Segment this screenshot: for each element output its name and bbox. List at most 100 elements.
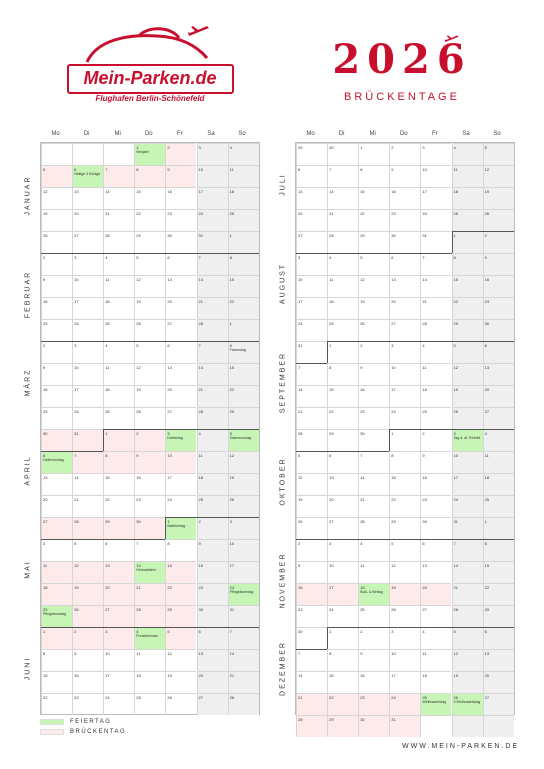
bridge-day-cell: 27 <box>41 517 73 539</box>
calendar-left: 1 Neujahr 2 3 4 5 6 Heilige 3 Könige 7 8 9 10 11 12 13… <box>40 142 260 715</box>
day-number: 27 <box>105 607 110 612</box>
day-cell: 16 <box>41 385 73 407</box>
day-cell: 15 <box>389 473 421 495</box>
weekday-fr: Fr <box>177 131 183 137</box>
day-number: 17 <box>453 475 458 480</box>
bridge-day-cell: 23 <box>358 693 390 715</box>
day-number: 11 <box>198 453 203 458</box>
day-cell: 27 <box>165 407 197 429</box>
day-number: 21 <box>360 497 365 502</box>
day-number: 18 <box>229 189 235 194</box>
day-number: 21 <box>198 299 203 304</box>
day-number: 29 <box>484 607 490 612</box>
day-cell: 29 <box>296 143 328 165</box>
day-cell: 3 <box>389 627 421 649</box>
day-number: 12 <box>360 277 365 282</box>
day-number: 11 <box>229 167 234 172</box>
month-label: SEPTEMBER <box>279 351 287 414</box>
day-cell: 28 <box>227 693 259 715</box>
day-cell: 6 <box>420 539 452 561</box>
day-number: 19 <box>391 585 396 590</box>
day-cell: 14 <box>196 275 228 297</box>
day-cell: 22 <box>451 297 483 319</box>
bridge-day-cell: 8 <box>134 165 166 187</box>
day-number: 8 <box>391 453 394 458</box>
day-number: 3 <box>391 343 394 348</box>
day-cell: 13 <box>296 187 328 209</box>
day-cell: 24 <box>327 605 359 627</box>
bridge-day-cell: 9 <box>165 165 197 187</box>
day-number: 17 <box>422 189 427 194</box>
day-number: 23 <box>422 497 427 502</box>
day-number: 19 <box>229 475 235 480</box>
month-separator <box>103 429 259 430</box>
weekday-so: So <box>238 131 246 137</box>
day-number: 10 <box>329 563 334 568</box>
day-cell: 25 <box>103 407 135 429</box>
day-cell <box>451 715 483 737</box>
day-cell: 16 <box>196 561 228 583</box>
day-cell: 10 <box>72 275 104 297</box>
day-number: 21 <box>453 585 458 590</box>
day-number: 28 <box>105 233 110 238</box>
day-cell: 13 <box>482 363 514 385</box>
day-cell: 22 <box>227 297 259 319</box>
day-cell: 11 <box>451 165 483 187</box>
day-cell: 21 <box>358 495 390 517</box>
day-number: 20 <box>43 497 48 502</box>
month-label: APRIL <box>24 455 32 486</box>
day-cell: 7 <box>196 253 228 275</box>
day-cell: 9 <box>196 539 228 561</box>
day-number: 3 <box>422 145 425 150</box>
day-number: 15 <box>329 387 334 392</box>
day-cell: 24 <box>420 209 452 231</box>
day-cell: 5 <box>296 451 328 473</box>
bridge-day-cell: 1 <box>103 429 135 451</box>
day-number: 21 <box>198 387 203 392</box>
day-cell: 13 <box>327 473 359 495</box>
day-number: 25 <box>422 695 427 700</box>
page-subtitle: BRÜCKENTAGE <box>344 91 460 103</box>
weekday-sa: Sa <box>207 131 215 137</box>
day-cell: 19 <box>451 385 483 407</box>
day-number: 14 <box>329 189 334 194</box>
day-cell: 13 <box>165 275 197 297</box>
day-number: 7 <box>329 167 332 172</box>
day-number: 29 <box>329 717 334 722</box>
day-cell: 23 <box>482 297 514 319</box>
day-cell: 28 <box>103 231 135 253</box>
day-number: 13 <box>74 189 79 194</box>
day-cell: 2 <box>296 539 328 561</box>
month-separator <box>451 231 453 253</box>
day-number: 6 <box>329 453 332 458</box>
month-label: MAI <box>24 560 32 579</box>
day-cell: 6 <box>482 627 514 649</box>
day-number: 19 <box>167 673 172 678</box>
day-cell: 17 <box>103 671 135 693</box>
month-label: JANUAR <box>24 175 32 216</box>
day-number: 20 <box>329 497 334 502</box>
day-cell: 24 <box>389 407 421 429</box>
day-number: 4 <box>422 629 425 634</box>
day-number: 5 <box>298 453 301 458</box>
bridge-day-cell: 2 <box>165 143 197 165</box>
day-number: 19 <box>136 387 141 392</box>
day-number: 26 <box>298 519 303 524</box>
day-number: 28 <box>329 233 334 238</box>
day-cell: 17 <box>296 297 328 319</box>
day-cell: 4 <box>196 429 228 451</box>
day-cell: 17 <box>72 385 104 407</box>
day-cell: 30 <box>482 319 514 341</box>
day-cell: 2 <box>389 143 421 165</box>
day-cell: 14 <box>103 187 135 209</box>
bridge-day-cell: 5 <box>165 627 197 649</box>
bridge-day-cell: 30 <box>134 517 166 539</box>
footer-url[interactable]: WWW.MEIN-PARKEN.DE <box>402 743 520 750</box>
month-label: OKTOBER <box>279 457 287 506</box>
day-number: 9 <box>360 651 363 656</box>
day-number: 21 <box>105 211 110 216</box>
day-cell: 6 <box>482 341 514 363</box>
day-number: 2 <box>484 233 487 238</box>
day-cell: 20 <box>389 297 421 319</box>
day-number: 11 <box>360 563 365 568</box>
